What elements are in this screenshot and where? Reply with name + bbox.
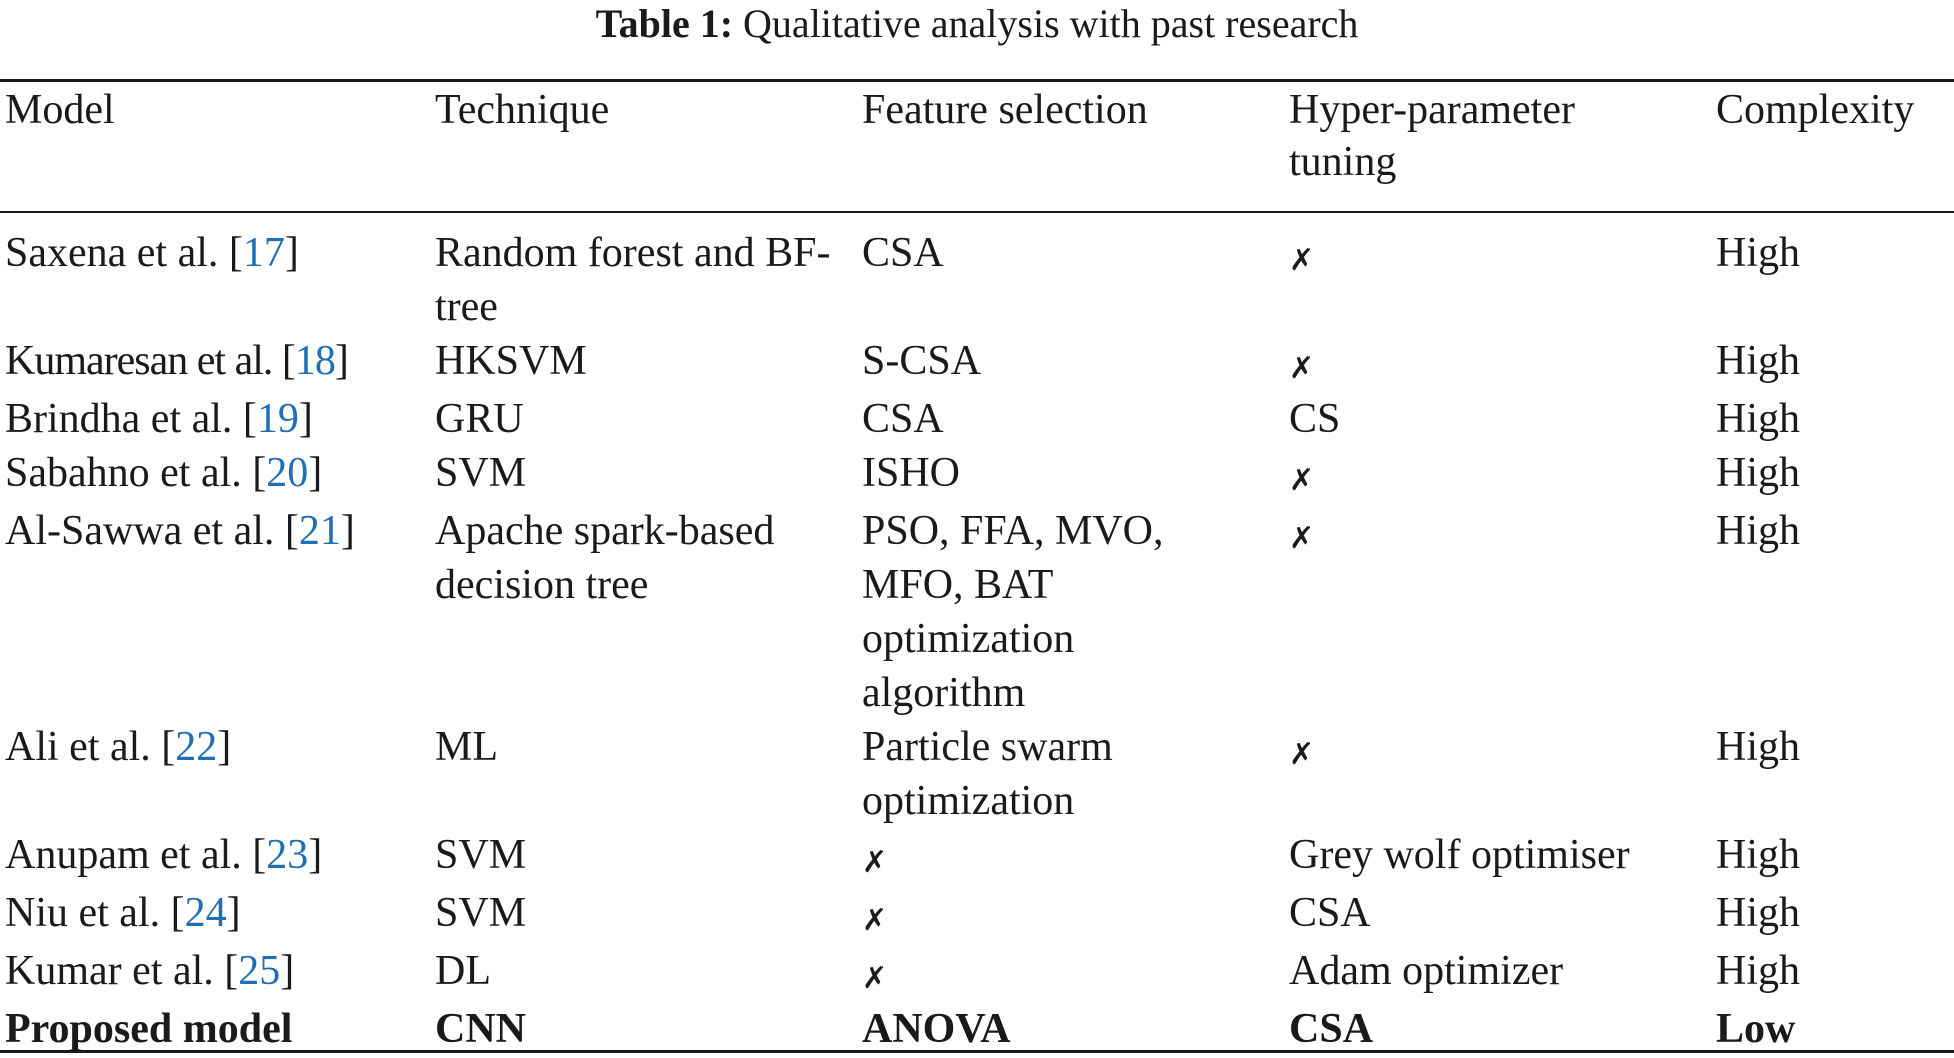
model-cell: Kumar et al. [25] xyxy=(5,948,295,994)
feature-cell: CSA xyxy=(862,396,944,442)
header-feature-selection: Feature selection xyxy=(862,87,1148,133)
table-caption-label: Table 1: xyxy=(595,1,734,46)
technique-cell: SVM xyxy=(435,890,527,936)
tuning-cell: ✗ xyxy=(1284,504,1711,720)
citation-link[interactable]: 24 xyxy=(184,890,227,936)
model-cell: Al-Sawwa et al. [21] xyxy=(5,508,355,554)
header-complexity: Complexity xyxy=(1716,87,1915,133)
table-header: Model Technique Feature selection Hyper-… xyxy=(0,84,1954,188)
table-row: Sabahno et al. [20] SVM ISHO ✗ High xyxy=(0,446,1954,504)
tuning-cell: Adam optimizer xyxy=(1289,948,1564,994)
complexity-cell: High xyxy=(1716,338,1800,384)
feature-cell: ✗ xyxy=(857,828,1284,886)
complexity-cell: High xyxy=(1716,396,1800,442)
feature-cell: ISHO xyxy=(862,450,961,496)
feature-cell: ✗ xyxy=(857,886,1284,944)
table-row: Ali et al. [22] ML Particle swarm optimi… xyxy=(0,720,1954,828)
model-cell: Anupam et al. [23] xyxy=(5,832,323,878)
table-row: Niu et al. [24] SVM ✗ CSA High xyxy=(0,886,1954,944)
table-row: Al-Sawwa et al. [21] Apache spark-based … xyxy=(0,504,1954,720)
model-cell: Niu et al. [24] xyxy=(5,890,241,936)
complexity-cell: Low xyxy=(1716,1006,1796,1052)
tuning-cell: ✗ xyxy=(1284,720,1711,828)
model-cell: Saxena et al. [17] xyxy=(5,230,299,276)
cross-icon: ✗ xyxy=(1289,463,1315,498)
cross-icon: ✗ xyxy=(1289,243,1315,278)
tuning-cell: ✗ xyxy=(1284,226,1711,334)
tuning-cell: Grey wolf optimiser xyxy=(1289,832,1630,878)
table-top-rule xyxy=(0,79,1954,82)
tuning-cell: ✗ xyxy=(1284,334,1711,392)
feature-cell: CSA xyxy=(862,230,944,276)
citation-link[interactable]: 23 xyxy=(266,832,309,878)
feature-cell: PSO, FFA, MVO, MFO, BAT optimization alg… xyxy=(862,508,1164,716)
model-cell: Ali et al. [22] xyxy=(5,724,232,770)
complexity-cell: High xyxy=(1716,890,1800,936)
citation-link[interactable]: 21 xyxy=(298,508,341,554)
citation-link[interactable]: 22 xyxy=(175,724,218,770)
complexity-cell: High xyxy=(1716,832,1800,878)
table-row: Kumaresan et al. [18] HKSVM S-CSA ✗ High xyxy=(0,334,1954,392)
technique-cell: SVM xyxy=(435,832,527,878)
model-cell: Sabahno et al. [20] xyxy=(5,450,323,496)
tuning-cell: CSA xyxy=(1289,1006,1374,1052)
table-row: Brindha et al. [19] GRU CSA CS High xyxy=(0,392,1954,446)
technique-cell: GRU xyxy=(435,396,524,442)
technique-cell: DL xyxy=(435,948,491,994)
cross-icon: ✗ xyxy=(1289,737,1315,772)
tuning-cell: ✗ xyxy=(1284,446,1711,504)
technique-cell: SVM xyxy=(435,450,527,496)
feature-cell: S-CSA xyxy=(862,338,982,384)
table-row: Anupam et al. [23] SVM ✗ Grey wolf optim… xyxy=(0,828,1954,886)
tuning-cell: CS xyxy=(1289,396,1341,442)
citation-link[interactable]: 19 xyxy=(256,396,299,442)
table-row: Saxena et al. [17] Random forest and BF-… xyxy=(0,226,1954,334)
cross-icon: ✗ xyxy=(862,845,888,880)
technique-cell: Apache spark-based decision tree xyxy=(435,508,775,608)
citation-link[interactable]: 18 xyxy=(294,338,336,384)
complexity-cell: High xyxy=(1716,948,1800,994)
feature-cell: ✗ xyxy=(857,944,1284,1002)
feature-cell: Particle swarm optimization xyxy=(862,724,1113,824)
table-header-rule xyxy=(0,211,1954,213)
citation-link[interactable]: 20 xyxy=(266,450,309,496)
technique-cell: CNN xyxy=(435,1006,526,1052)
technique-cell: Random forest and BF-tree xyxy=(435,230,831,330)
model-cell: Proposed model xyxy=(5,1006,293,1052)
cross-icon: ✗ xyxy=(1289,521,1315,556)
feature-cell: ANOVA xyxy=(862,1006,1011,1052)
table-caption: Table 1: Qualitative analysis with past … xyxy=(0,0,1954,48)
header-model: Model xyxy=(5,87,115,133)
tuning-cell: CSA xyxy=(1289,890,1371,936)
header-row: Model Technique Feature selection Hyper-… xyxy=(0,84,1954,188)
cross-icon: ✗ xyxy=(862,961,888,996)
complexity-cell: High xyxy=(1716,724,1800,770)
table-row: Kumar et al. [25] DL ✗ Adam optimizer Hi… xyxy=(0,944,1954,1002)
table-row-proposed: Proposed model CNN ANOVA CSA Low xyxy=(0,1002,1954,1056)
table-bottom-rule xyxy=(0,1050,1954,1053)
technique-cell: HKSVM xyxy=(435,338,587,384)
header-technique: Technique xyxy=(435,87,610,133)
header-hyper-parameter-tuning: Hyper-parameter tuning xyxy=(1289,87,1575,185)
technique-cell: ML xyxy=(435,724,498,770)
complexity-cell: High xyxy=(1716,508,1800,554)
citation-link[interactable]: 25 xyxy=(238,948,281,994)
complexity-cell: High xyxy=(1716,450,1800,496)
model-cell: Kumaresan et al. [18] xyxy=(5,338,349,384)
cross-icon: ✗ xyxy=(862,903,888,938)
citation-link[interactable]: 17 xyxy=(242,230,285,276)
complexity-cell: High xyxy=(1716,230,1800,276)
cross-icon: ✗ xyxy=(1289,351,1315,386)
table-caption-text: Qualitative analysis with past research xyxy=(743,1,1359,46)
model-cell: Brindha et al. [19] xyxy=(5,396,313,442)
table-body: Saxena et al. [17] Random forest and BF-… xyxy=(0,226,1954,1056)
